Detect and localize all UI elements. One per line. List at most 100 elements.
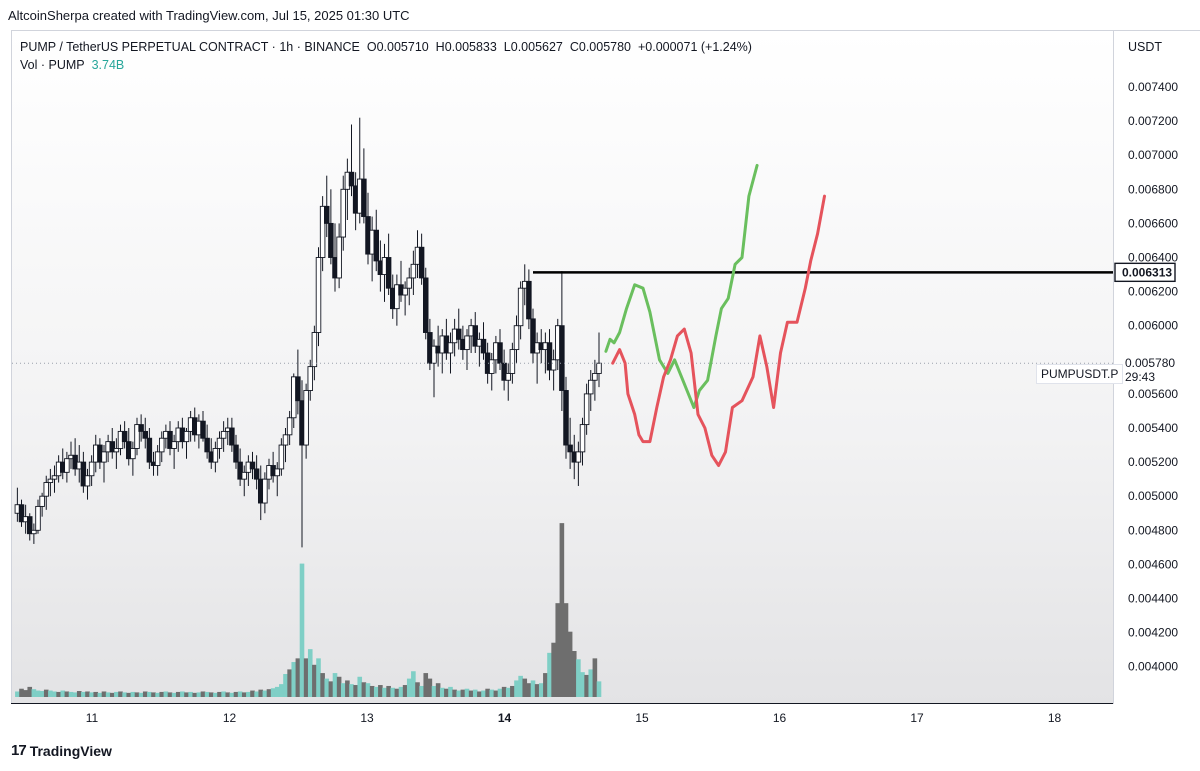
volume-bar bbox=[431, 685, 437, 697]
volume-bar bbox=[477, 691, 482, 697]
volume-bar bbox=[52, 691, 57, 697]
volume-bar bbox=[345, 680, 350, 697]
candle-body bbox=[546, 342, 553, 371]
volume-bar bbox=[394, 688, 400, 697]
volume-value: 3.74B bbox=[91, 58, 125, 72]
candle-body bbox=[51, 475, 58, 480]
tradingview-logo-icon: 17 bbox=[11, 742, 27, 759]
volume-bar bbox=[208, 692, 214, 697]
candle-body bbox=[138, 424, 144, 432]
candle-body bbox=[229, 427, 235, 446]
volume-bar bbox=[229, 692, 235, 697]
candle-body bbox=[583, 393, 590, 426]
volume-bar bbox=[85, 691, 90, 697]
candle-body bbox=[241, 471, 247, 480]
candle-body bbox=[567, 444, 573, 453]
candle-body bbox=[361, 178, 367, 218]
volume-bar bbox=[126, 692, 132, 697]
candle-body bbox=[26, 516, 33, 535]
volume-bar bbox=[270, 688, 276, 697]
price-tick-label: 0.005400 bbox=[1128, 421, 1178, 435]
candle-body bbox=[431, 345, 437, 364]
volume-bar bbox=[225, 692, 231, 697]
candle-body bbox=[447, 342, 454, 354]
volume-bar bbox=[81, 691, 86, 697]
volume-bar bbox=[592, 658, 598, 697]
candle-body bbox=[130, 448, 136, 460]
candle-body bbox=[526, 280, 532, 320]
candle-body bbox=[101, 451, 107, 463]
candle-body bbox=[596, 362, 602, 374]
volume-bar bbox=[312, 664, 317, 697]
time-axis[interactable]: 11 12 13 14 15 16 17 18 bbox=[11, 703, 1113, 732]
price-axis[interactable]: 0.007400 0.007200 0.007000 0.006800 0.006600… bbox=[1113, 30, 1200, 704]
volume-legend: Vol · PUMP 3.74B bbox=[20, 58, 124, 72]
green-projection-path bbox=[604, 163, 759, 409]
volume-bar bbox=[361, 682, 367, 697]
volume-bar bbox=[510, 685, 515, 697]
volume-bar bbox=[402, 685, 408, 697]
volume-bar bbox=[184, 692, 189, 697]
candle-body bbox=[315, 257, 322, 333]
candle-body bbox=[204, 437, 210, 453]
volume-bar bbox=[349, 684, 354, 697]
tradingview-footer[interactable]: 17 TradingView bbox=[11, 742, 112, 759]
candle-body bbox=[167, 430, 173, 449]
volume-bar bbox=[365, 683, 371, 697]
currency-label[interactable]: USDT bbox=[1128, 40, 1163, 54]
volume-bar bbox=[307, 649, 313, 697]
volume-bar bbox=[175, 691, 181, 697]
candle-body bbox=[464, 335, 470, 351]
volume-bar bbox=[217, 691, 222, 697]
candle-body bbox=[328, 222, 334, 258]
price-axis-scale[interactable]: 0.007400 0.007200 0.007000 0.006800 0.006600… bbox=[1114, 31, 1200, 704]
price-tick-label: 0.006200 bbox=[1128, 285, 1178, 299]
time-tick-label: 13 bbox=[360, 711, 374, 725]
volume-bar bbox=[423, 673, 429, 697]
volume-bar bbox=[555, 603, 561, 697]
candlestick-chart[interactable] bbox=[12, 31, 1114, 704]
time-tick-label: 16 bbox=[773, 711, 787, 725]
candle-body bbox=[43, 482, 50, 497]
candle-body bbox=[278, 444, 285, 470]
volume-bar bbox=[221, 691, 226, 697]
volume-bar bbox=[56, 691, 61, 697]
candle-body bbox=[559, 325, 565, 391]
candle-body bbox=[530, 318, 536, 354]
candle-body bbox=[249, 461, 256, 470]
volume-bar bbox=[151, 692, 156, 697]
time-axis-scale[interactable]: 11 12 13 14 15 16 17 18 bbox=[11, 704, 1113, 732]
volume-bar bbox=[448, 686, 453, 697]
volume-bar bbox=[118, 691, 123, 697]
candle-body bbox=[154, 451, 161, 466]
price-tick-label: 0.006000 bbox=[1128, 319, 1178, 333]
volume-bar bbox=[130, 691, 136, 697]
volume-bar bbox=[406, 678, 412, 697]
volume-bar bbox=[316, 658, 321, 697]
volume-bar bbox=[464, 688, 470, 697]
symbol-legend: PUMP / TetherUS PERPETUAL CONTRACT · 1h … bbox=[20, 40, 752, 54]
candle-body bbox=[80, 461, 87, 487]
volume-bar bbox=[522, 678, 528, 697]
volume-bar bbox=[105, 692, 111, 697]
volume-bar bbox=[254, 691, 259, 697]
volume-bar bbox=[233, 691, 239, 697]
price-tick-label: 0.007400 bbox=[1128, 80, 1178, 94]
attribution-header: AltcoinSherpa created with TradingView.c… bbox=[8, 8, 410, 23]
volume-bar bbox=[468, 690, 474, 697]
candle-body bbox=[489, 359, 495, 374]
volume-bar bbox=[563, 603, 569, 697]
volume-bar bbox=[460, 689, 466, 697]
price-tick-label: 0.004400 bbox=[1128, 592, 1178, 606]
volume-bar bbox=[43, 689, 49, 697]
volume-bar bbox=[411, 671, 416, 697]
candle-body bbox=[262, 478, 268, 504]
price-tick-label: 0.004800 bbox=[1128, 523, 1178, 537]
candle-body bbox=[233, 444, 239, 463]
volume-bar bbox=[497, 688, 503, 697]
time-tick-label: 17 bbox=[910, 711, 924, 725]
chart-pane[interactable] bbox=[11, 30, 1114, 704]
volume-bar bbox=[237, 691, 243, 697]
candle-body bbox=[307, 366, 314, 391]
volume-bar bbox=[246, 691, 251, 697]
